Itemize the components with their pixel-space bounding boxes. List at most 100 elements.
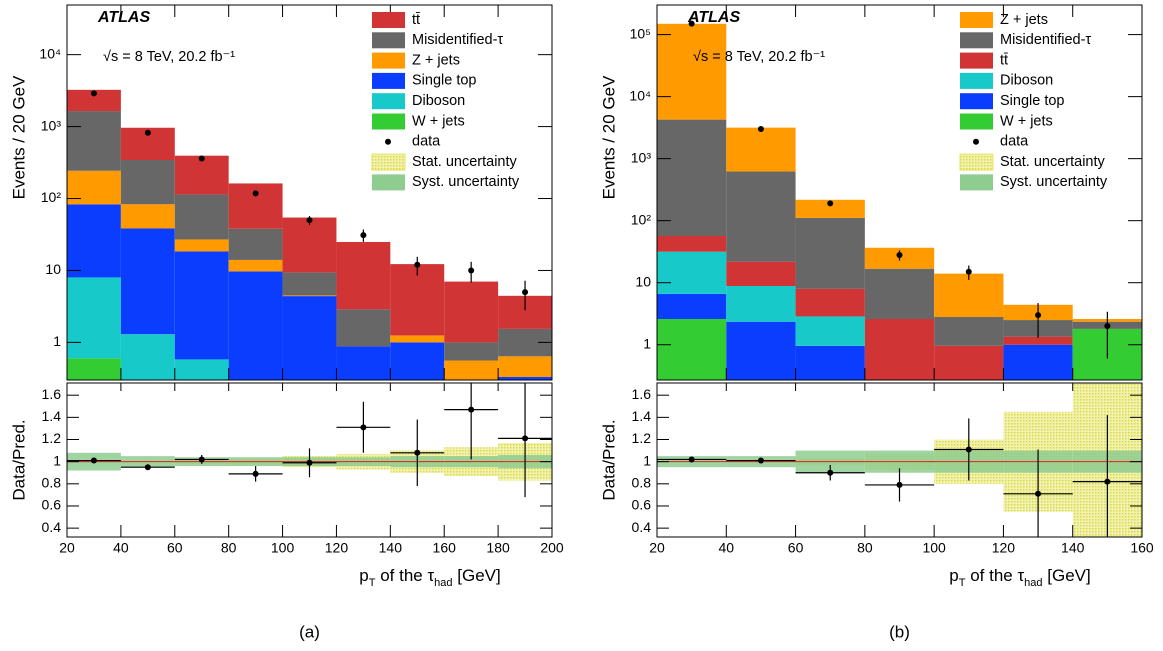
- data-point: [757, 126, 764, 133]
- data-point: [1104, 323, 1111, 330]
- y-tick-label: 0.8: [632, 475, 652, 491]
- legend-label: Misidentified-τ: [1000, 32, 1091, 48]
- bar-segment: [498, 356, 552, 378]
- x-axis-label-part: T: [369, 577, 376, 589]
- plot-frame: [656, 382, 1143, 538]
- data-point: [522, 289, 529, 296]
- x-axis-label-part: had: [1024, 577, 1042, 589]
- legend-swatch: [960, 72, 993, 89]
- y-tick-label: 0.6: [632, 497, 652, 513]
- data-point: [1035, 312, 1042, 319]
- data-point: [306, 459, 313, 466]
- caption: (a): [299, 622, 320, 641]
- legend-label: Diboson: [412, 93, 465, 109]
- x-axis-label-part: p: [949, 566, 958, 585]
- y-axis-label: Events / 20 GeV: [599, 75, 618, 199]
- ratio-plot: [67, 383, 552, 498]
- legend-label: W + jets: [412, 113, 465, 129]
- bar-segment: [934, 316, 1004, 346]
- bar-segment: [934, 345, 1004, 380]
- bar-segment: [444, 360, 499, 380]
- y-tick-label: 0.8: [42, 475, 62, 491]
- legend-label: Single top: [412, 73, 477, 89]
- legend-label: Single top: [1000, 93, 1065, 109]
- legend-swatch: [960, 52, 993, 69]
- bar-segment: [174, 359, 229, 380]
- legend-label: Z + jets: [412, 52, 460, 68]
- y-tick-label: 1.2: [42, 430, 62, 446]
- x-tick-label: 60: [167, 540, 183, 556]
- subtitle: √s = 8 TeV, 20.2 fb⁻¹: [103, 49, 235, 65]
- bar-segment: [390, 264, 445, 336]
- data-point: [252, 190, 259, 197]
- x-axis-label-part: τ: [1017, 566, 1024, 585]
- x-axis-label-part: of the: [965, 566, 1017, 585]
- ratio-plot: [657, 383, 1142, 537]
- bar-segment: [864, 318, 935, 380]
- data-point: [306, 217, 313, 224]
- data-point: [90, 457, 97, 464]
- x-tick-label: 80: [857, 540, 873, 556]
- data-point: [252, 470, 259, 477]
- x-tick-label: 120: [325, 540, 349, 556]
- bar-segment: [726, 321, 796, 380]
- legend-label: W + jets: [1000, 113, 1053, 129]
- legend-swatch: [372, 113, 405, 130]
- legend-label: Syst. uncertainty: [1000, 174, 1108, 190]
- y-tick-label: 10³: [41, 117, 62, 133]
- y-tick-label: 0.4: [42, 519, 62, 535]
- data-point: [198, 155, 205, 162]
- legend-swatch: [959, 153, 994, 171]
- legend-label: tt̄: [1000, 52, 1008, 68]
- plot-frame: [656, 4, 1143, 381]
- experiment-label: ATLAS: [687, 9, 740, 26]
- data-point: [1035, 490, 1042, 497]
- bar-segment: [67, 170, 121, 205]
- data-point: [144, 464, 151, 471]
- legend-swatch: [372, 52, 405, 69]
- x-tick-label: 40: [718, 540, 734, 556]
- y-tick-label: 10²: [631, 211, 652, 227]
- bar-segment: [282, 296, 337, 380]
- y-tick-label: 1: [643, 452, 651, 468]
- plot-frame: [66, 382, 553, 538]
- bar-segment: [795, 217, 865, 289]
- bar-segment: [726, 127, 796, 172]
- panel: 1 10 10² 10³ 10⁴ 10⁵ 0.4 0.6 0.8 1 1.2 1.4 1.6 20 40 60…: [599, 4, 1154, 641]
- data-point: [1104, 478, 1111, 485]
- y-axis-label: Events / 20 GeV: [9, 75, 28, 199]
- x-tick-label: 100: [922, 540, 946, 556]
- data-point: [414, 449, 421, 456]
- data-point: [144, 129, 151, 136]
- bar-segment: [864, 268, 935, 319]
- plot-frame: [66, 4, 553, 381]
- bar-segment: [120, 334, 175, 380]
- data-point: [965, 268, 972, 275]
- bar-segment: [67, 277, 121, 359]
- legend-label: data: [1000, 134, 1029, 150]
- bar-segment: [120, 228, 175, 335]
- bar-segment: [657, 251, 727, 294]
- bar-segment: [390, 335, 445, 343]
- data-point: [468, 267, 475, 274]
- x-axis-label-part: had: [434, 577, 452, 589]
- y-tick-label: 10⁴: [39, 45, 61, 61]
- bar-segment: [498, 377, 552, 380]
- x-tick-label: 20: [649, 540, 665, 556]
- bar-segment: [444, 281, 499, 343]
- bar-segment: [120, 204, 175, 229]
- bar-segment: [282, 217, 337, 273]
- bar-segment: [657, 23, 727, 120]
- y-tick-label: 10: [635, 273, 651, 289]
- y-tick-label: 0.4: [632, 519, 652, 535]
- legend-swatch: [960, 32, 993, 49]
- y-tick-label: 10⁵: [630, 25, 651, 41]
- bar-segment: [228, 228, 283, 260]
- y-tick-label: 10⁴: [629, 87, 651, 103]
- x-axis-label: pT of the τhad [GeV]: [359, 566, 500, 588]
- data-point: [688, 20, 695, 27]
- bar-segment: [726, 261, 796, 286]
- legend-swatch: [371, 153, 406, 171]
- bar-segment: [336, 309, 391, 347]
- x-tick-label: 120: [992, 540, 1016, 556]
